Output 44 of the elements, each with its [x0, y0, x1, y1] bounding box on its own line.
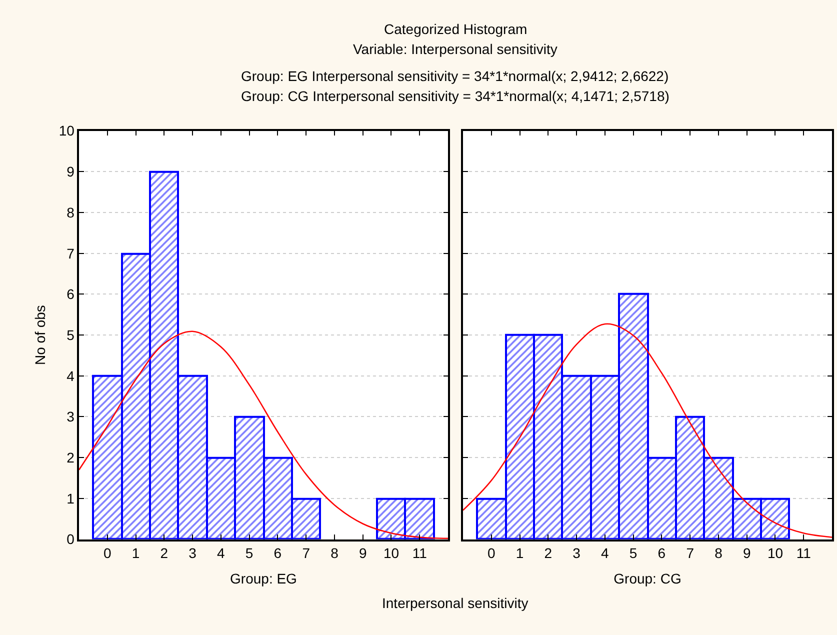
x-tick-label: 4: [601, 544, 610, 561]
x-tick-label: 3: [572, 544, 581, 561]
x-tick-label: 11: [796, 544, 812, 561]
y-tick-label: 5: [66, 326, 75, 343]
x-tick-label: 8: [714, 544, 723, 561]
x-tick-label: 10: [767, 544, 784, 561]
y-tick-label: 0: [66, 531, 75, 548]
y-tick-label: 2: [66, 449, 75, 466]
x-tick-label: 5: [245, 544, 254, 561]
x-tick-label: 2: [160, 544, 168, 561]
y-axis-title: No of obs: [32, 305, 48, 366]
y-tick-label: 10: [58, 122, 75, 139]
y-tick-label: 1: [66, 490, 75, 506]
x-tick-label: 4: [217, 544, 226, 561]
x-tick-label: 9: [742, 544, 751, 561]
x-tick-label: 11: [412, 544, 428, 561]
x-tick-label: 5: [629, 544, 638, 561]
x-tick-label: 2: [544, 544, 552, 561]
text: Group: CG Interpersonal sensitivity = 34*1*normal(x; 4,1471; 2,5718): [241, 88, 670, 104]
y-tick-label: 7: [66, 245, 75, 262]
text: Group: EG Interpersonal sensitivity = 34*1*normal(x; 2,9412; 2,6622): [241, 68, 669, 84]
x-tick-label: 7: [686, 544, 694, 561]
x-axis-title: Group: EG: [230, 570, 297, 587]
y-tick-label: 4: [66, 368, 75, 384]
y-tick-label: 9: [66, 164, 75, 180]
x-axis-title: Group: CG: [614, 570, 682, 587]
line-series: [79, 330, 448, 540]
chart-title: Categorized Histogram: [384, 21, 528, 37]
x-tick-label: 1: [132, 544, 140, 561]
x-tick-label: 8: [330, 544, 339, 561]
x-tick-label: 9: [358, 544, 367, 561]
x-tick-label: 7: [302, 544, 310, 561]
x-tick-label: 10: [383, 544, 400, 561]
y-tick-label: 8: [66, 204, 75, 220]
x-tick-label: 0: [103, 544, 112, 561]
chart-subtitle: Variable: Interpersonal sensitivity: [353, 41, 558, 57]
x-tick-label: 6: [658, 544, 666, 561]
x-tick-label: 0: [487, 544, 496, 561]
y-tick-label: 6: [66, 286, 75, 302]
x-tick-label: 1: [516, 544, 524, 561]
text: Interpersonal sensitivity: [382, 595, 528, 611]
y-tick-label: 3: [66, 408, 75, 425]
x-tick-label: 3: [188, 544, 197, 561]
x-tick-label: 6: [274, 544, 282, 561]
